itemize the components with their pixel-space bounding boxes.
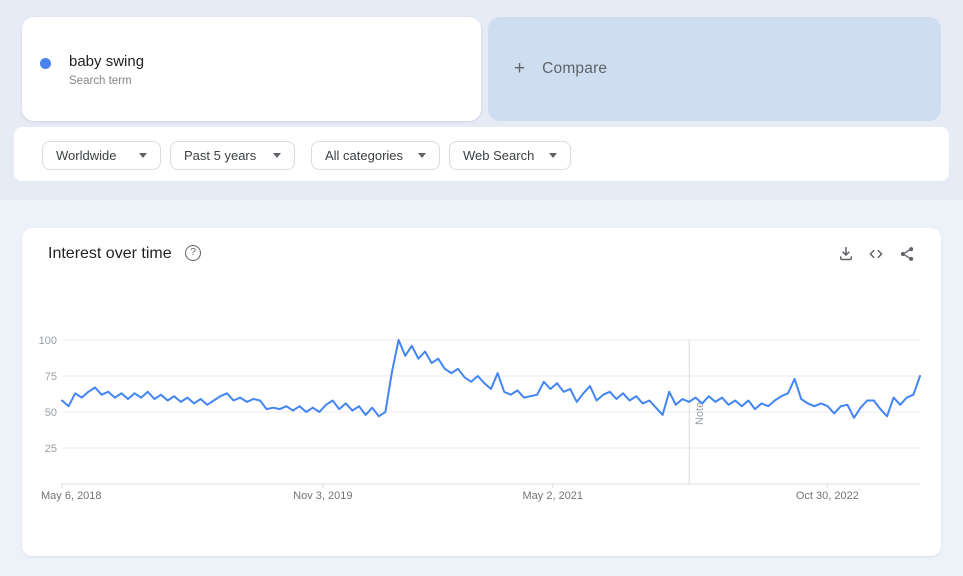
share-icon[interactable] [898,245,916,263]
search-term-card[interactable]: baby swing Search term [22,17,481,121]
geo-filter-label: Worldwide [56,148,117,163]
chart-title: Interest over time [48,245,172,262]
search-type-filter-dropdown[interactable]: Web Search [449,141,571,170]
chevron-down-icon [549,153,557,158]
category-filter-dropdown[interactable]: All categories [311,141,440,170]
y-axis-label: 25 [45,443,57,455]
series-line [61,339,921,419]
y-axis-label: 100 [39,335,57,347]
x-axis-label: Nov 3, 2019 [293,490,352,502]
geo-filter-dropdown[interactable]: Worldwide [42,141,161,170]
interest-over-time-chart[interactable]: 25 50 75 100 May 6, 2018 Nov 3, 2019 May 2, 20… [22,308,941,556]
plus-icon: + [514,58,526,79]
filter-bar: Worldwide Past 5 years All categories We… [14,127,949,181]
x-axis-label: May 2, 2021 [523,490,584,502]
chevron-down-icon [273,153,281,158]
time-filter-label: Past 5 years [184,148,257,163]
time-filter-dropdown[interactable]: Past 5 years [170,141,295,170]
series-color-dot-icon [40,58,51,69]
y-axis-label: 50 [45,407,57,419]
embed-icon[interactable] [867,245,885,263]
note-label[interactable]: Note [694,402,706,425]
x-axis-label: Oct 30, 2022 [796,490,859,502]
compare-button[interactable]: + Compare [488,17,941,121]
help-icon[interactable]: ? [185,245,201,261]
y-axis-label: 75 [45,371,57,383]
chevron-down-icon [139,153,147,158]
chevron-down-icon [418,153,426,158]
compare-label: Compare [542,60,608,77]
search-term-label: baby swing [69,53,145,70]
search-type-filter-label: Web Search [463,148,535,163]
interest-over-time-card: Interest over time ? 25 50 75 100 May 6, 201… [22,228,941,556]
x-axis-label: May 6, 2018 [41,490,102,502]
download-icon[interactable] [837,245,855,263]
search-term-type: Search term [69,75,132,87]
category-filter-label: All categories [325,148,404,163]
